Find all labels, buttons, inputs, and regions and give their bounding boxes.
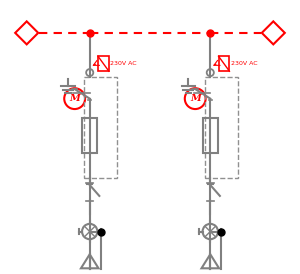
Text: M: M <box>190 94 201 103</box>
Bar <box>84 77 117 178</box>
Bar <box>218 56 230 71</box>
Text: 230V AC: 230V AC <box>110 61 137 66</box>
Bar <box>82 118 97 153</box>
Text: M: M <box>69 94 80 103</box>
Text: 230V AC: 230V AC <box>231 61 257 66</box>
Bar <box>205 77 238 178</box>
Bar <box>98 56 109 71</box>
Bar <box>203 118 218 153</box>
